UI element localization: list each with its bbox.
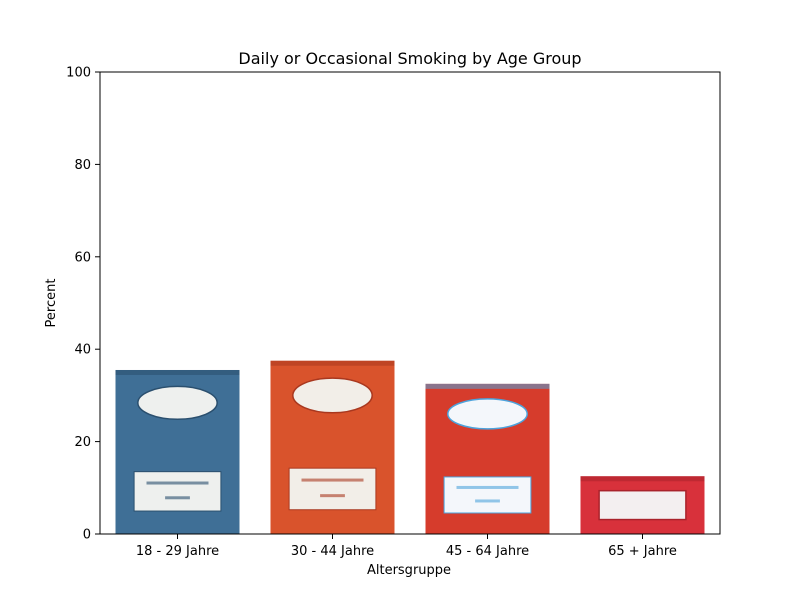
bar-panel-line xyxy=(146,481,209,485)
x-tick-label: 65 + Jahre xyxy=(608,544,677,559)
chart-title: Daily or Occasional Smoking by Age Group xyxy=(238,49,581,68)
y-axis: 0 20 40 60 80 100 xyxy=(66,66,100,543)
bar-emblem xyxy=(447,398,528,430)
y-tick-label: 80 xyxy=(74,158,91,173)
y-tick-label: 40 xyxy=(74,343,91,358)
bar-group xyxy=(270,360,395,534)
bar-label-panel xyxy=(133,471,222,512)
bar-top-edge xyxy=(115,369,240,375)
bar-panel-line xyxy=(301,478,364,482)
bar-top-edge xyxy=(425,383,550,389)
bar-panel-line xyxy=(320,494,345,498)
x-tick-label: 45 - 64 Jahre xyxy=(446,544,529,559)
y-tick-label: 100 xyxy=(66,66,91,81)
y-tick-label: 20 xyxy=(74,435,91,450)
x-tick-label: 18 - 29 Jahre xyxy=(136,544,219,559)
bar-label-panel xyxy=(443,476,532,514)
bar-group xyxy=(425,383,550,534)
x-tick-label: 30 - 44 Jahre xyxy=(291,544,374,559)
bar-emblem xyxy=(137,385,218,420)
bar-group xyxy=(115,369,240,534)
y-tick-label: 0 xyxy=(83,528,91,543)
y-tick-label: 60 xyxy=(74,250,91,265)
bar-panel-line xyxy=(456,485,519,489)
bar-label-panel xyxy=(598,489,687,521)
plot-frame xyxy=(99,71,721,535)
bar-top-edge xyxy=(270,360,395,366)
bar-group xyxy=(580,476,705,534)
bar-label-panel xyxy=(288,467,377,511)
bar-panel-line xyxy=(475,499,500,503)
bar-emblem xyxy=(292,377,373,414)
y-axis-label: Percent xyxy=(44,279,59,328)
bar-top-edge xyxy=(580,476,705,482)
x-axis-label: Altersgruppe xyxy=(367,563,451,578)
bars xyxy=(115,360,705,534)
bar-panel-line xyxy=(165,496,190,500)
x-axis: 18 - 29 Jahre 30 - 44 Jahre 45 - 64 Jahre 6… xyxy=(136,534,677,559)
